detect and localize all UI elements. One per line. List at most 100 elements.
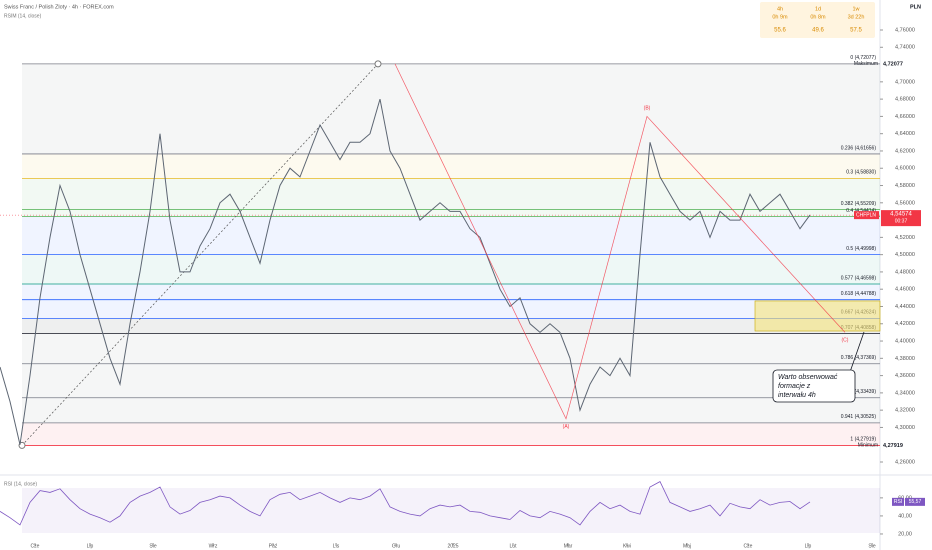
y-tick-label: 4,60000 [895,166,915,172]
x-tick-label: Cze [744,543,753,549]
fib-label: 0 (4,72077) [850,55,876,61]
tf-countdown: 0h 8m [810,14,826,20]
y-tick-label: 4,40000 [895,338,915,344]
fib-label: 0.3 (4,58830) [846,170,876,176]
extreme-box [881,59,921,68]
tf-countdown: 3d 22h [848,14,865,20]
tf-value: 49.6 [812,28,824,34]
y-tick-label: 4,64000 [895,131,915,137]
fib-band [22,299,880,319]
wave-label: (A) [563,424,570,430]
y-tick-label: 4,44000 [895,304,915,310]
fib-band [22,216,880,255]
x-tick-label: 2025 [447,543,458,549]
fib-trend [21,63,379,446]
rsi-tick-label: 20,00 [898,531,912,537]
annotation-pointer [849,331,865,373]
rsi-name: RSI [894,499,902,505]
fib-label: 0.236 (4,61656) [841,145,877,151]
fib-label: 0.941 (4,30525) [841,414,877,420]
symbol-box [854,211,879,220]
fib-band [22,209,880,217]
annotation-box [772,369,856,403]
wave-line [394,63,846,420]
y-tick-label: 4,34000 [895,390,915,396]
y-tick-label: 4,70000 [895,79,915,85]
fib-band [22,254,880,285]
rsi-title: RSI (14, close) [4,481,37,487]
chart-title: Swiss Franc / Polish Zloty · 4h · FOREX.… [4,4,114,10]
fib-band [22,363,880,398]
fib-label: 1 (4,27919) [850,437,876,443]
fib-band [22,397,880,423]
x-tick-label: Sie [149,543,156,549]
tf-widget [760,2,875,38]
fib-band [22,422,880,446]
y-tick-label: 4,30000 [895,425,915,431]
price-label: 4,54574 [890,212,912,218]
y-tick-label: 4,68000 [895,97,915,103]
x-tick-label: Maj [683,543,691,549]
rsi-tick-label: 40,00 [898,513,912,519]
fib-label: 0.4 (4,54414) [846,208,876,214]
fib-band [22,284,880,300]
extreme-value: 4,27919 [883,443,903,449]
tf-value: 55.6 [774,28,786,34]
y-tick-label: 4,52000 [895,235,915,241]
annotation-text: interwału 4h [778,392,816,399]
fib-label: 0.5 (4,49998) [846,246,876,252]
extreme-value: 4,72077 [883,61,903,67]
fib-label: 0.577 (4,46598) [841,275,877,281]
y-tick-label: 4,38000 [895,356,915,362]
rsi-name-box [892,497,904,506]
y-tick-label: 4,62000 [895,148,915,154]
fib-band [22,153,880,179]
fib-band [22,63,880,154]
x-tick-label: Cze [31,543,40,549]
y-tick-label: 4,42000 [895,321,915,327]
countdown: 00:37 [895,218,908,224]
extreme-name: Maksimum [854,61,878,67]
tf-value: 57.5 [850,28,862,34]
x-tick-label: Lip [805,543,812,549]
annotation-text: formacje z [778,383,811,390]
x-tick-label: Lip [87,543,94,549]
y-tick-label: 4,76000 [895,27,915,33]
annotation-text: Warto obserwować [778,374,838,381]
currency: PLN [910,4,921,10]
x-tick-label: Kwi [623,543,631,549]
y-tick-label: 4,50000 [895,252,915,258]
tf-name: 4h [777,6,783,12]
fib-label: 0.875 (4,33439) [841,389,877,395]
tf-name: 1d [815,6,821,12]
y-tick-label: 4,26000 [895,459,915,465]
indicator-title: RSIM (14, close) [4,13,42,19]
x-tick-label: Sie [868,543,875,549]
extreme-name: Minimum [858,443,878,449]
fib-label: 0.382 (4,55209) [841,201,877,207]
x-tick-label: Lis [333,543,340,549]
price-box [881,210,921,227]
extreme-box [881,441,921,450]
y-tick-label: 4,48000 [895,269,915,275]
y-tick-label: 4,56000 [895,200,915,206]
y-tick-label: 4,66000 [895,114,915,120]
rsi-background [22,488,880,533]
target-zone [754,300,881,332]
fib-band [22,178,880,210]
x-tick-label: Wrz [209,543,218,549]
wave-label: (B) [644,106,651,112]
tf-name: 1w [852,6,859,12]
fib-label: 0.618 (4,44788) [841,291,877,297]
y-tick-label: 4,58000 [895,183,915,189]
fib-anchor [374,60,382,68]
rsi-line [0,481,811,526]
x-tick-label: Mar [564,543,573,549]
y-tick-label: 4,46000 [895,287,915,293]
symbol-label: CHFPLN [856,212,876,218]
tf-countdown: 0h 9m [772,14,788,20]
fib-band [22,333,880,364]
fib-label: 0.786 (4,37369) [841,355,877,361]
